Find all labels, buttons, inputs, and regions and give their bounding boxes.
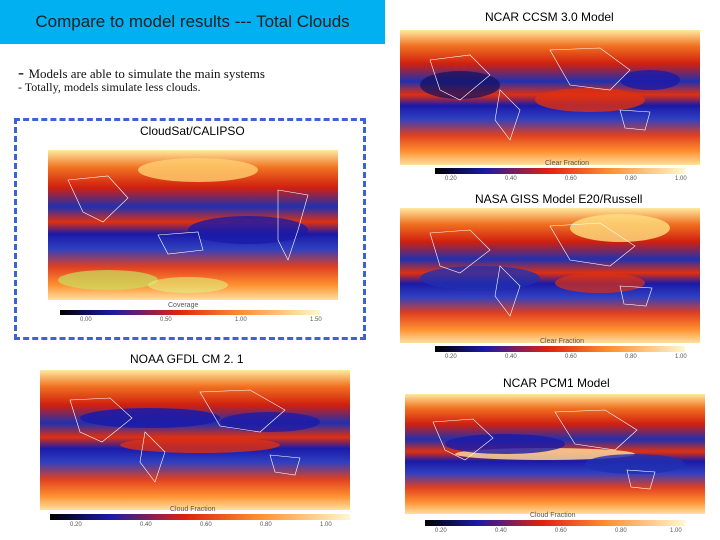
tick-label: 0.80 — [625, 176, 637, 182]
bullet-1-text: Models are able to simulate the main sys… — [28, 66, 265, 81]
bullet-2: - Totally, models simulate less clouds. — [18, 80, 200, 95]
tick-label: 0.80 — [625, 354, 637, 360]
ncar-ccsm-cbar-label: Clear Fraction — [545, 160, 589, 167]
ncar-ccsm-map — [400, 30, 700, 165]
tick-label: 0.80 — [260, 522, 272, 528]
tick-label: 0.40 — [495, 528, 507, 534]
noaa-gfdl-panel: NOAA GFDL CM 2. 1 Cloud Fraction 0.20 0.… — [30, 348, 370, 540]
slide-title-text: Compare to model results --- Total Cloud… — [35, 12, 350, 31]
tick-label: 1.00 — [675, 354, 687, 360]
tick-label: 0.50 — [160, 317, 172, 323]
noaa-gfdl-colorbar — [50, 514, 350, 520]
nasa-giss-title: NASA GISS Model E20/Russell — [475, 192, 643, 206]
noaa-gfdl-map — [40, 370, 350, 510]
cloudsat-map — [48, 150, 338, 300]
ncar-ccsm-colorbar — [435, 168, 685, 174]
tick-label: 0.60 — [565, 176, 577, 182]
tick-label: 0.20 — [435, 528, 447, 534]
bullet-1: - Models are able to simulate the main s… — [18, 62, 265, 83]
tick-label: 0.60 — [200, 522, 212, 528]
noaa-gfdl-cbar-label: Cloud Fraction — [170, 506, 216, 513]
nasa-giss-cbar-label: Clear Fraction — [540, 338, 584, 345]
cloudsat-colorbar — [60, 310, 320, 315]
ncar-pcm1-colorbar — [425, 520, 685, 526]
cloudsat-frame — [14, 118, 366, 340]
bullet-2-text: - Totally, models simulate less clouds. — [18, 80, 201, 94]
ncar-pcm1-map — [405, 394, 705, 514]
ncar-ccsm-title: NCAR CCSM 3.0 Model — [485, 10, 614, 24]
slide-title: Compare to model results --- Total Cloud… — [0, 0, 385, 44]
tick-label: 0.60 — [555, 528, 567, 534]
tick-label: 0.80 — [615, 528, 627, 534]
tick-label: 0.20 — [70, 522, 82, 528]
ncar-ccsm-panel: NCAR CCSM 3.0 Model Clear Fraction 0.20 … — [395, 0, 720, 190]
tick-label: 1.00 — [235, 317, 247, 323]
tick-label: 0.20 — [445, 176, 457, 182]
bullet-dash: - — [18, 62, 29, 82]
tick-label: 0.00 — [80, 317, 92, 323]
noaa-gfdl-title: NOAA GFDL CM 2. 1 — [130, 352, 244, 366]
ncar-pcm1-panel: NCAR PCM1 Model Cloud Fraction 0.20 0.40… — [395, 370, 720, 540]
ncar-pcm1-cbar-label: Cloud Fraction — [530, 512, 576, 519]
cloudsat-panel: CloudSat/CALIPSO Coverage 0.00 0.50 1.00… — [40, 122, 340, 332]
tick-label: 1.00 — [320, 522, 332, 528]
nasa-giss-map — [400, 208, 700, 343]
nasa-giss-colorbar — [435, 346, 685, 352]
tick-label: 0.60 — [565, 354, 577, 360]
tick-label: 1.00 — [670, 528, 682, 534]
cloudsat-cbar-label: Coverage — [168, 302, 199, 309]
tick-label: 1.00 — [675, 176, 687, 182]
ncar-pcm1-title: NCAR PCM1 Model — [503, 376, 610, 390]
tick-label: 0.20 — [445, 354, 457, 360]
nasa-giss-panel: NASA GISS Model E20/Russell Clear Fracti… — [395, 188, 720, 366]
cloudsat-title: CloudSat/CALIPSO — [140, 124, 245, 138]
tick-label: 0.40 — [505, 354, 517, 360]
tick-label: 1.50 — [310, 317, 322, 323]
tick-label: 0.40 — [140, 522, 152, 528]
tick-label: 0.40 — [505, 176, 517, 182]
